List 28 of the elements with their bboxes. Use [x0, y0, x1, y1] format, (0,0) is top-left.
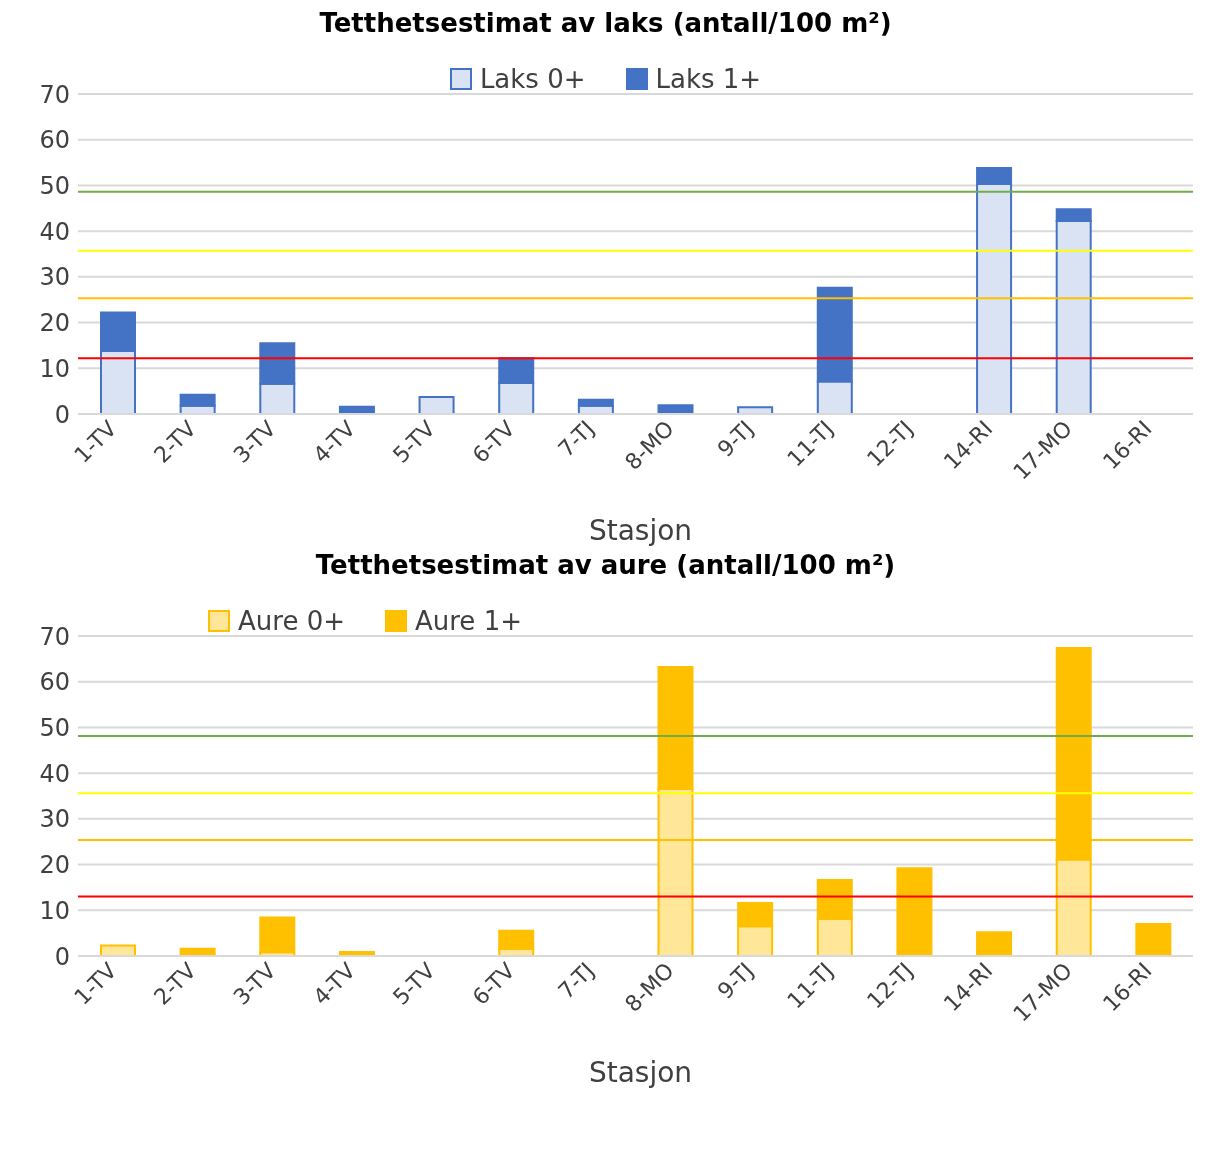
legend-label: Laks 0+ [479, 64, 586, 94]
y-tick-label: 40 [39, 217, 70, 246]
x-tick-label: 7-TJ [553, 415, 600, 462]
x-axis-title: Stasjon [587, 514, 694, 549]
chart-title: Tetthetsestimat av aure (antall/100 m²) [314, 550, 897, 582]
legend-label: Laks 1+ [655, 64, 762, 94]
chart-title: Tetthetsestimat av laks (antall/100 m²) [318, 8, 893, 40]
y-tick-label: 20 [39, 309, 70, 338]
y-tick-label: 70 [39, 622, 70, 651]
y-tick-label: 10 [39, 354, 70, 383]
y-tick-label: 50 [39, 713, 70, 742]
y-tick-label: 10 [39, 896, 70, 925]
y-tick-label: 50 [39, 171, 70, 200]
y-tick-label: 60 [39, 668, 70, 697]
legend-label: Aure 1+ [414, 606, 522, 636]
y-tick-label: 40 [39, 759, 70, 788]
y-tick-label: 0 [54, 942, 70, 971]
y-tick-label: 30 [39, 263, 70, 292]
y-tick-label: 0 [54, 400, 70, 429]
y-tick-label: 60 [39, 126, 70, 155]
y-tick-label: 20 [39, 851, 70, 880]
y-tick-label: 30 [39, 805, 70, 834]
x-tick-label: 7-TJ [553, 957, 600, 1004]
y-tick-label: 70 [39, 80, 70, 109]
x-tick-label: 9-TJ [712, 957, 759, 1004]
x-axis-title: Stasjon [587, 1056, 694, 1091]
legend-label: Aure 0+ [238, 606, 345, 636]
x-tick-label: 9-TJ [712, 415, 759, 462]
